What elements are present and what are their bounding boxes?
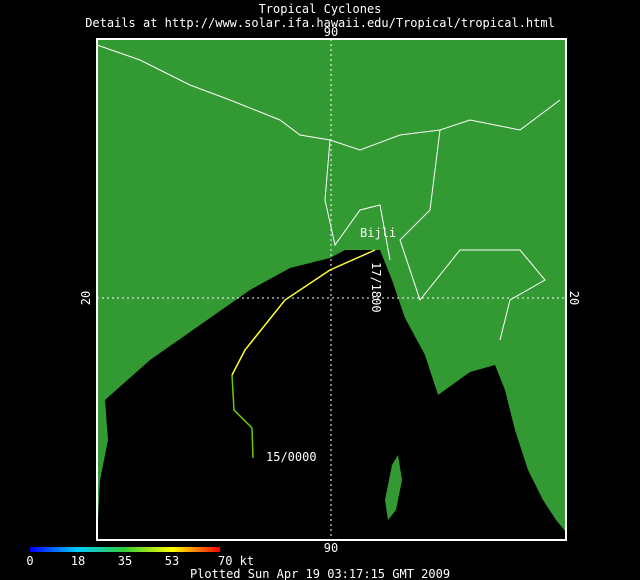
storm-name: Bijli (360, 226, 396, 240)
border (399, 129, 546, 341)
colorbar-tick: 0 (26, 554, 33, 568)
lon-label: 90 (324, 25, 338, 39)
track-label: 17/1800 (369, 262, 383, 313)
lat-label: 20 (567, 291, 581, 305)
map: 90 90 20 20 Bijli 15/0000 17/1800 (79, 25, 581, 555)
title: Tropical Cyclones (259, 2, 382, 16)
colorbar-tick: 35 (118, 554, 132, 568)
lon-label: 90 (324, 541, 338, 555)
footer: Plotted Sun Apr 19 03:17:15 GMT 2009 (190, 567, 450, 580)
track (231, 249, 376, 376)
colorbar-tick: 18 (71, 554, 85, 568)
subtitle: Details at http://www.solar.ifa.hawaii.e… (85, 16, 555, 30)
colorbar (30, 547, 220, 552)
track (231, 374, 254, 459)
track-label: 15/0000 (266, 450, 317, 464)
colorbar-tick: 70 kt (218, 554, 254, 568)
island (385, 455, 402, 520)
lat-label: 20 (79, 291, 93, 305)
border (324, 139, 391, 261)
colorbar-tick: 53 (165, 554, 179, 568)
frame (96, 38, 567, 541)
